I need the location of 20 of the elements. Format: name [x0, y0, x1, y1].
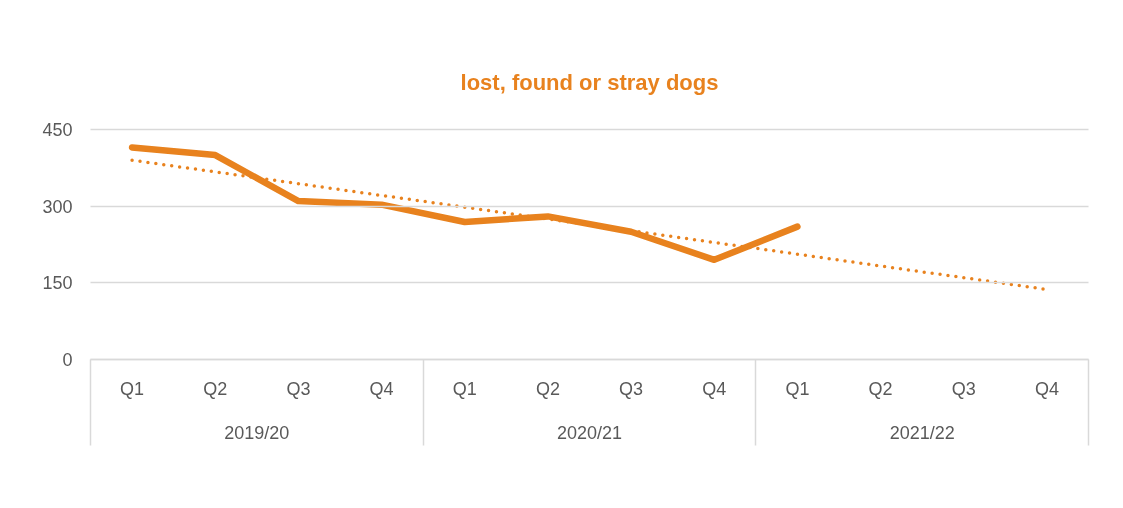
x-tick-label: Q4 — [1034, 378, 1059, 399]
y-tick-label: 300 — [42, 196, 73, 217]
x-tick-label: Q2 — [203, 378, 228, 399]
x-tick-label: Q2 — [535, 378, 560, 399]
x-tick-label: Q1 — [452, 378, 477, 399]
x-tick-label: Q3 — [951, 378, 976, 399]
text: 2021/22 — [889, 422, 955, 443]
y-tick-label: 0 — [62, 350, 73, 370]
x-tick-label: Q1 — [785, 378, 810, 399]
text: 2019/20 — [224, 422, 290, 443]
x-tick-label: Q3 — [619, 378, 644, 399]
chart-title: lost, found or stray dogs — [460, 69, 719, 95]
x-tick-label: Q3 — [286, 378, 311, 399]
y-tick-label: 150 — [42, 273, 73, 294]
x-tick-label: Q1 — [120, 378, 145, 399]
y-tick-label: 450 — [42, 120, 73, 140]
x-tick-label: Q2 — [868, 378, 893, 399]
text: 2020/21 — [556, 422, 623, 443]
x-tick-label: Q4 — [369, 378, 394, 399]
x-tick-label: Q4 — [702, 378, 727, 399]
